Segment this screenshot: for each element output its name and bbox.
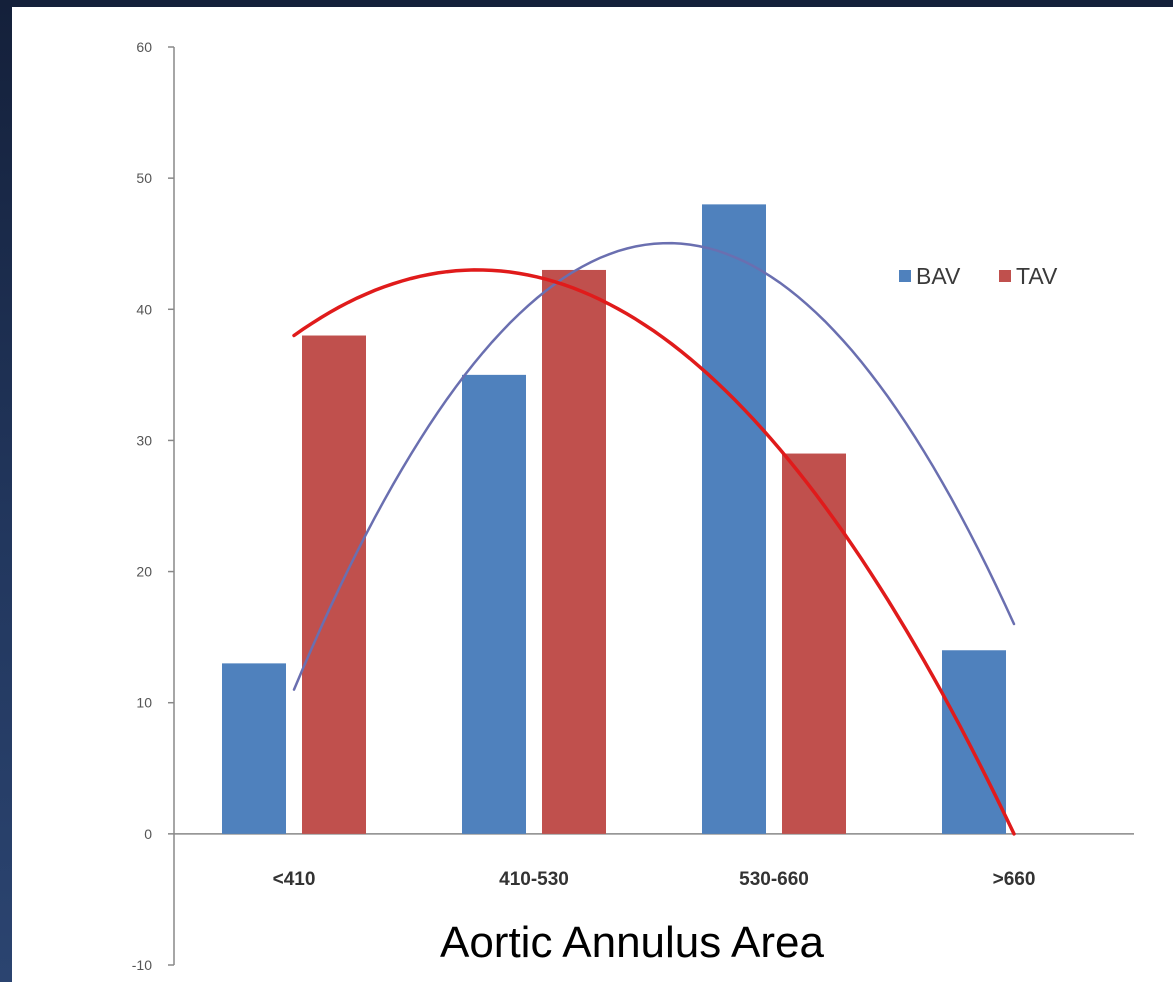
trendline-bav [292, 241, 1016, 691]
trendlines [292, 241, 1016, 836]
legend-swatch-bav [899, 270, 911, 282]
y-tick-label: 0 [144, 826, 152, 842]
bar-tav-1 [542, 269, 606, 834]
bar-bav-1 [462, 374, 526, 834]
legend-swatch-tav [999, 270, 1011, 282]
x-tick-label: 410-530 [499, 869, 569, 890]
bar-bav-2 [702, 204, 766, 834]
bar-tav-0 [302, 335, 366, 834]
x-tick-label: 530-660 [739, 869, 809, 890]
y-tick-label: 20 [136, 564, 152, 580]
chart-panel: -10 0 10 20 30 40 50 60 <410 410-530 530-660 >660 … [12, 7, 1173, 982]
trendline-tav [292, 268, 1016, 836]
y-tick-label: 10 [136, 695, 152, 711]
x-tick-label: >660 [993, 869, 1036, 890]
bar-bav-3 [942, 650, 1006, 834]
legend-label-bav: BAV [916, 263, 961, 289]
bar-tav-2 [782, 453, 846, 834]
y-tick-label: 30 [136, 432, 152, 448]
x-tick-label: <410 [273, 869, 316, 890]
y-tick-label: -10 [132, 957, 152, 973]
legend: BAV TAV [899, 263, 1058, 289]
y-tick-label: 40 [136, 301, 152, 317]
x-axis-title: Aortic Annulus Area [440, 918, 825, 967]
y-tick-label: 50 [136, 170, 152, 186]
y-axis: -10 0 10 20 30 40 50 60 [132, 39, 175, 973]
bar-bav-0 [222, 663, 286, 834]
bars [222, 204, 1006, 834]
y-tick-label: 60 [136, 39, 152, 55]
x-axis: <410 410-530 530-660 >660 [174, 833, 1134, 890]
legend-label-tav: TAV [1016, 263, 1058, 289]
